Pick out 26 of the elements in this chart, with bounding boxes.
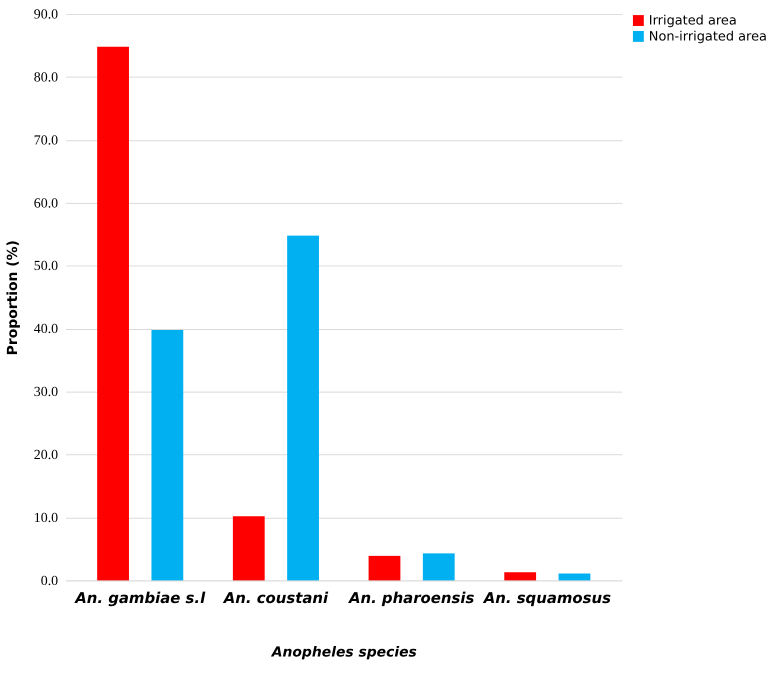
bar xyxy=(97,46,129,580)
x-tick-label: An. pharoensis xyxy=(348,588,474,607)
y-tick-label: 30.0 xyxy=(34,385,58,400)
bar xyxy=(368,556,400,580)
y-tick-label: 60.0 xyxy=(34,196,58,212)
y-tick-label: 20.0 xyxy=(34,448,58,464)
y-tick-label: 0.0 xyxy=(40,574,58,589)
y-tick-label: 40.0 xyxy=(34,322,58,338)
x-tick-label: An. coustani xyxy=(222,588,329,607)
legend-label: Non-irrigated area xyxy=(648,29,767,44)
legend-label: Irrigated area xyxy=(648,14,737,28)
bar xyxy=(422,553,455,580)
bar xyxy=(151,330,184,580)
y-tick-label: 10.0 xyxy=(34,510,58,526)
y-tick-label: 70.0 xyxy=(34,133,58,148)
x-tick-label: An. gambiae s.l xyxy=(74,588,206,607)
y-tick-label: 50.0 xyxy=(34,259,58,274)
y-axis-title: Proportion (%) xyxy=(4,240,21,356)
y-tick-label: 90.0 xyxy=(34,8,58,23)
bar xyxy=(232,516,265,580)
y-tick-label: 80.0 xyxy=(34,70,58,86)
bar xyxy=(504,572,536,580)
bar xyxy=(287,236,319,580)
x-tick-label: An. squamosus xyxy=(482,588,612,607)
bar xyxy=(558,573,590,580)
x-axis-title: Anopheles species xyxy=(270,644,417,660)
